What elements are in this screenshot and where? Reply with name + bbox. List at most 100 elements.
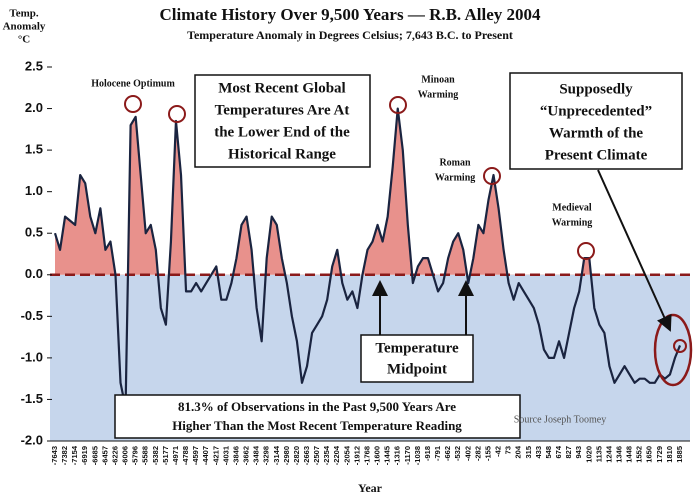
y-tick-label: -1.5 [21,391,43,406]
x-tick-label: -6685 [90,446,99,465]
x-tick-label: -4407 [201,446,210,465]
x-tick-label: -42 [494,446,503,457]
x-tick-label: -4788 [181,446,190,465]
annotation-box [360,334,474,383]
x-tick-label: -3846 [231,446,240,465]
annotation: Minoan [421,74,455,85]
peak-circle [577,242,595,260]
x-tick-label: -2980 [282,446,291,465]
x-tick-label: 1135 [594,446,603,462]
x-tick-label: -1768 [362,446,371,465]
annotation: 81.3% of Observations in the Past 9,500 … [178,399,456,414]
x-tick-label: -3484 [252,445,261,465]
x-tick-label: -3298 [262,446,271,465]
x-tick-label: 433 [534,446,543,459]
x-tick-label: 943 [574,446,583,459]
x-tick-label: -402 [463,446,472,461]
arrow [597,169,672,332]
source-note: Source Joseph Toomey [514,414,606,425]
x-tick-label: -2204 [332,445,341,465]
x-tick-label: 1020 [584,446,593,463]
annotation: the Lower End of the [214,124,350,140]
x-tick-label: -155 [483,446,492,461]
x-tick-label: -662 [443,446,452,461]
y-tick-label: 0.5 [25,225,43,240]
peak-markers [124,95,693,387]
annotation: “Unprecedented” [540,103,652,119]
y-tick-label: 2.5 [25,58,43,73]
peak-circle [483,167,501,185]
area-layer [50,107,690,409]
y-axis-label: Anomaly [3,21,46,33]
annotation: Higher Than the Most Recent Temperature … [172,418,462,433]
annotation: Supposedly [559,81,633,97]
annotation: Medieval [552,202,592,213]
x-tick-label: -3144 [272,445,281,465]
y-tick-label: 1.5 [25,142,43,157]
x-tick-label: -5796 [131,446,140,465]
x-tick-label: -1600 [373,446,382,465]
series-line [53,107,682,409]
annotation: Warming [435,172,476,183]
y-tick-label: -0.5 [21,308,43,323]
x-tick-label: 1729 [655,446,664,463]
x-tick-label: -4031 [221,446,230,465]
x-tick-label: 1885 [675,446,684,463]
x-tick-label: -2820 [292,446,301,465]
x-tick-label: -791 [433,446,442,461]
x-tick-label: -6919 [80,446,89,465]
x-tick-label: -1912 [352,446,361,465]
x-tick-label: 1346 [615,446,624,463]
annotation: Warming [552,217,593,228]
x-tick-label: 827 [564,446,573,459]
y-tick-label: 1.0 [25,183,43,198]
peak-circle [673,339,687,353]
y-tick-label: -1.0 [21,349,43,364]
x-axis-label: Year [358,481,383,495]
peak-circle [389,96,407,114]
x-tick-label: -3662 [242,446,251,465]
axis-layer: -2.0-1.5-1.0-0.50.00.51.01.52.02.5-7643-… [21,58,690,465]
annotation: Warmth of the [549,125,643,141]
x-tick-label: -7382 [60,446,69,465]
y-tick-label: 0.0 [25,266,43,281]
x-tick-label: 1448 [625,446,634,463]
x-tick-label: -1038 [413,446,422,465]
x-tick-label: -4597 [191,446,200,465]
peak-circle [124,95,142,113]
annotation: Holocene Optimum [91,78,175,89]
x-tick-label: 73 [504,446,513,454]
x-tick-label: -2507 [312,446,321,465]
annotation: Most Recent Global [218,80,345,96]
annotation: Historical Range [228,146,336,162]
peak-circle [168,105,186,123]
x-tick-label: -5382 [151,446,160,465]
y-tick-label: -2.0 [21,432,43,447]
annotation-box [509,72,683,170]
x-tick-label: -2354 [322,445,331,465]
x-tick-label: -5177 [161,446,170,465]
x-tick-label: 674 [554,445,563,458]
x-tick-label: 1552 [635,446,644,463]
y-axis-label: °C [18,34,30,46]
x-tick-label: -1170 [403,446,412,465]
y-axis-label: Temp. [9,8,38,20]
x-tick-label: -918 [423,446,432,461]
x-tick-label: 1650 [645,446,654,463]
x-tick-label: -2663 [302,446,311,465]
x-tick-label: -282 [473,446,482,461]
x-tick-label: -4971 [171,446,180,465]
x-tick-label: -4217 [211,446,220,465]
x-tick-label: 315 [524,446,533,459]
annotation: Roman [439,157,471,168]
x-tick-label: -2054 [342,445,351,465]
x-tick-label: -7154 [70,445,79,465]
annotation: Midpoint [387,361,447,377]
annotation: Warming [418,89,459,100]
x-tick-label: 1810 [665,446,674,463]
x-tick-label: -5588 [141,446,150,465]
x-tick-label: -6006 [121,446,130,465]
x-tick-label: -532 [453,446,462,461]
chart-subtitle: Temperature Anomaly in Degrees Celsius; … [187,28,513,42]
